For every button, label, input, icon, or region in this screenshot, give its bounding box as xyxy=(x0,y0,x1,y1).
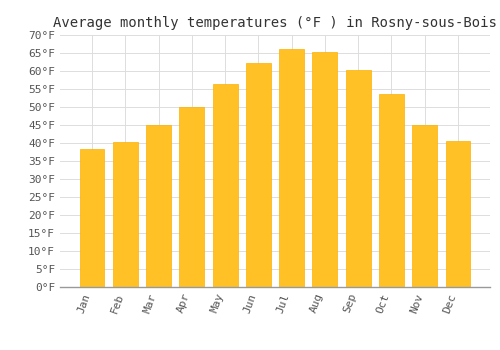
Bar xyxy=(312,52,338,287)
Bar xyxy=(346,70,370,287)
Bar xyxy=(180,107,204,287)
Bar xyxy=(212,84,238,287)
Bar xyxy=(80,149,104,287)
Bar xyxy=(412,125,437,287)
Bar xyxy=(113,142,138,287)
Title: Average monthly temperatures (°F ) in Rosny-sous-Bois: Average monthly temperatures (°F ) in Ro… xyxy=(53,16,497,30)
Bar xyxy=(279,49,304,287)
Bar xyxy=(246,63,271,287)
Bar xyxy=(446,141,470,287)
Bar xyxy=(146,125,171,287)
Bar xyxy=(379,94,404,287)
